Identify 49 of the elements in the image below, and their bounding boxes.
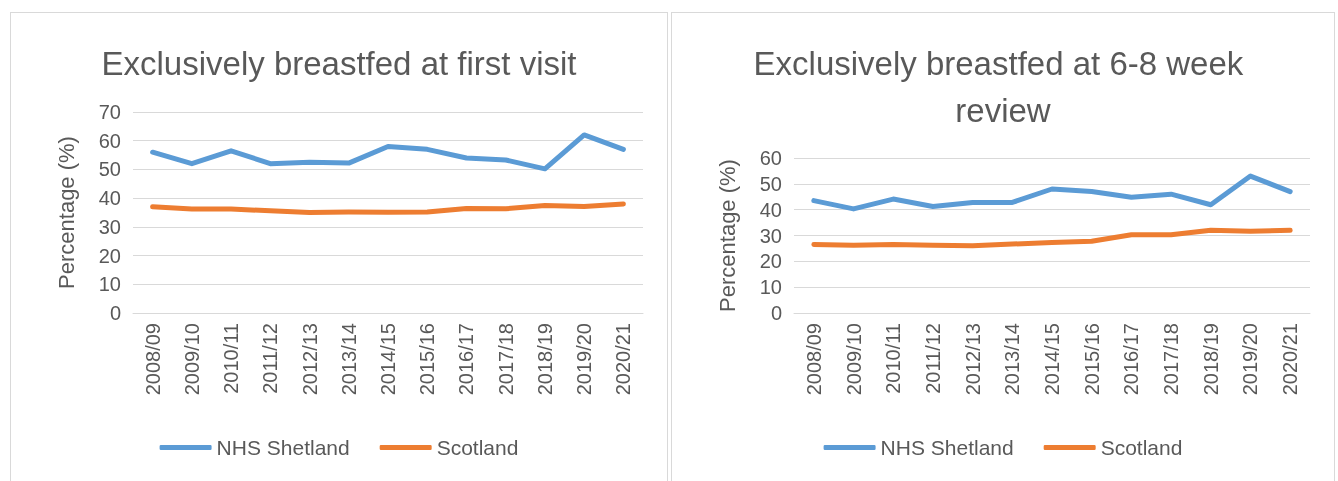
x-tick-label: 2017/18 (494, 323, 517, 396)
x-tick-label: 2018/19 (1199, 323, 1222, 396)
x-tick-label: 2012/13 (961, 323, 984, 396)
y-tick-label: 40 (759, 198, 782, 221)
x-tick-label: 2013/14 (1001, 323, 1024, 396)
x-tick-label: 2010/11 (882, 323, 905, 394)
x-tick-label: 2008/09 (141, 323, 164, 396)
x-tick-label: 2009/10 (180, 323, 203, 396)
y-tick-label: 30 (759, 224, 782, 247)
x-tick-label: 2017/18 (1160, 323, 1183, 396)
x-tick-label: 2016/17 (1120, 323, 1143, 396)
x-tick-label: 2009/10 (842, 323, 865, 396)
y-tick-label: 60 (759, 147, 782, 169)
x-tick-label: 2011/12 (259, 323, 282, 394)
y-axis-title: Percentage (%) (714, 159, 740, 312)
legend-label: Scotland (1100, 436, 1183, 459)
x-tick-label: 2019/20 (1239, 323, 1262, 396)
chart-title: Exclusively breastfed at 6-8 week review (753, 45, 1253, 129)
y-axis-title: Percentage (%) (53, 136, 79, 289)
y-tick-label: 20 (98, 244, 121, 267)
x-tick-label: 2014/15 (1041, 323, 1063, 396)
x-tick-label: 2018/19 (533, 323, 556, 396)
x-tick-label: 2008/09 (802, 323, 825, 396)
legend-label: NHS Shetland (216, 436, 350, 459)
x-tick-label: 2014/15 (377, 323, 399, 396)
y-tick-label: 50 (98, 158, 121, 181)
y-tick-label: 30 (98, 215, 121, 238)
y-tick-label: 0 (770, 302, 782, 324)
x-tick-label: 2016/17 (455, 323, 478, 396)
y-tick-label: 60 (98, 129, 121, 152)
x-tick-label: 2010/11 (220, 323, 243, 394)
x-tick-label: 2011/12 (921, 323, 944, 394)
y-tick-label: 10 (98, 273, 121, 296)
x-tick-label: 2020/21 (1279, 323, 1302, 396)
y-tick-label: 50 (759, 172, 782, 195)
y-tick-label: 20 (759, 250, 782, 273)
chart-title: Exclusively breastfed at first visit (101, 45, 577, 82)
x-tick-label: 2020/21 (612, 323, 635, 396)
x-tick-label: 2019/20 (573, 323, 596, 396)
x-tick-label: 2013/14 (337, 323, 360, 396)
x-tick-label: 2015/16 (416, 323, 439, 396)
x-tick-label: 2012/13 (298, 323, 321, 396)
y-tick-label: 10 (759, 276, 782, 299)
x-tick-label: 2015/16 (1080, 323, 1103, 396)
y-tick-label: 70 (98, 101, 121, 123)
y-tick-label: 40 (98, 187, 121, 210)
legend-label: NHS Shetland (880, 436, 1014, 459)
legend-label: Scotland (436, 436, 519, 459)
y-tick-label: 0 (109, 302, 121, 324)
